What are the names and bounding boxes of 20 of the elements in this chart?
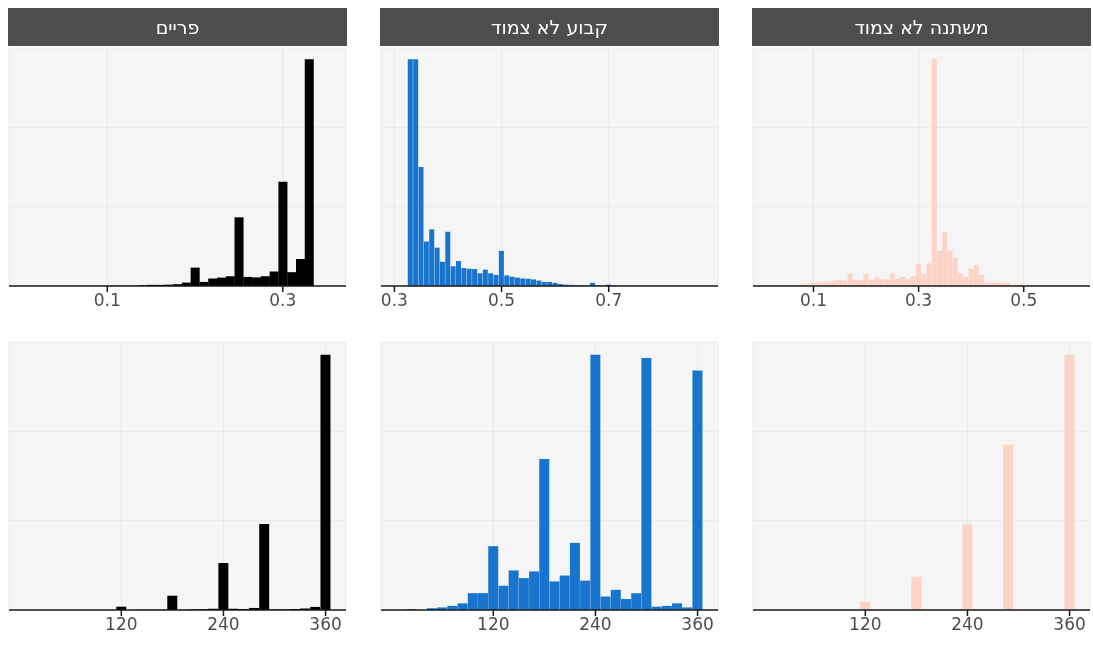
x-tick-label: 360: [1053, 614, 1086, 635]
chart-title: פריים: [8, 8, 347, 46]
x-tick-label: 0.3: [269, 290, 297, 311]
x-tick-label: 360: [309, 614, 342, 635]
x-tick-label: 120: [105, 614, 138, 635]
x-tick-label: 360: [681, 614, 714, 635]
x-tick-label: 240: [207, 614, 240, 635]
chart-title: קבוע לא צמוד: [380, 8, 719, 46]
chart-title: משתנה לא צמוד: [752, 8, 1091, 46]
x-tick-label: 0.5: [1010, 290, 1038, 311]
x-tick-label: 0.3: [380, 290, 408, 311]
x-tick-label: 0.1: [799, 290, 827, 311]
x-tick-label: 0.5: [488, 290, 516, 311]
x-tick-label: 120: [477, 614, 510, 635]
x-tick-label: 120: [849, 614, 882, 635]
x-tick-label: 240: [579, 614, 612, 635]
x-tick-label: 0.7: [595, 290, 623, 311]
x-tick-label: 240: [951, 614, 984, 635]
x-tick-label: 0.1: [93, 290, 121, 311]
x-tick-label: 0.3: [905, 290, 933, 311]
